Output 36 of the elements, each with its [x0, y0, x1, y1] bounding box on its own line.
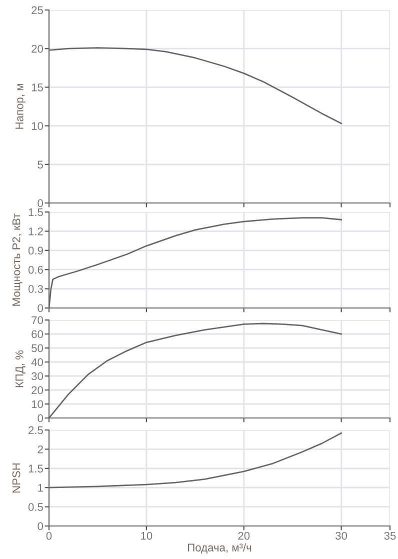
y-axis-title: Напор, м [16, 84, 26, 129]
y-tick-label: 5 [38, 160, 43, 169]
y-tick-label: 0.5 [28, 503, 43, 511]
y-tick-label: 1 [38, 484, 43, 492]
y-tick-label: 40 [31, 358, 44, 366]
y-tick-label: 0.6 [28, 266, 43, 274]
x-tick-label: 0 [46, 532, 52, 540]
y-tick-label: 10 [32, 400, 44, 408]
y-tick-label: 2.5 [28, 426, 43, 434]
y-tick-label: 0.3 [28, 285, 43, 293]
y-tick-label: 20 [32, 44, 44, 53]
y-tick-label: 2 [38, 445, 43, 454]
y-tick-label: 70 [32, 316, 44, 324]
y-tick-label: 15 [32, 84, 43, 92]
y-tick-label: 0 [38, 414, 44, 422]
y-axis-title: Мощность P2, кВт [12, 214, 22, 306]
y-tick-label: 0 [38, 304, 44, 312]
y-tick-label: 1.5 [28, 208, 43, 216]
x-tick-label: 20 [238, 532, 250, 540]
y-tick-label: 30 [32, 372, 44, 380]
y-tick-label: 50 [32, 344, 44, 352]
y-axis-title: NPSH [12, 463, 20, 493]
y-tick-label: 25 [32, 6, 43, 14]
y-tick-label: 1.5 [28, 464, 43, 473]
y-tick-label: 10 [32, 122, 44, 130]
y-axis-title: КПД, % [16, 350, 26, 388]
x-tick-label: 30 [336, 532, 348, 540]
x-tick-label: 35 [384, 532, 396, 540]
y-tick-label: 60 [32, 330, 44, 338]
y-tick-label: 0 [38, 199, 44, 208]
y-tick-label: 1.2 [28, 227, 43, 236]
y-tick-label: 20 [32, 386, 44, 394]
x-axis-title: Подача, м³/ч [188, 543, 252, 554]
y-tick-label: 0.9 [28, 246, 43, 255]
y-tick-label: 0 [38, 522, 44, 530]
x-tick-label: 10 [141, 532, 152, 540]
